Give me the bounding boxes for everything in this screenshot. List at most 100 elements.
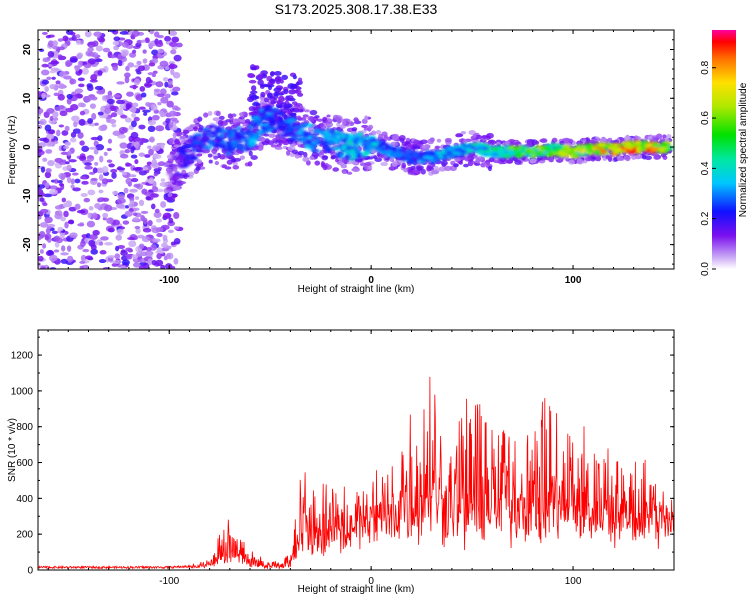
heatmap-cell	[82, 61, 88, 65]
heatmap-cell	[116, 203, 125, 209]
heatmap-cell	[181, 153, 190, 157]
heatmap-cell	[200, 149, 205, 154]
heatmap-cell	[126, 91, 134, 97]
heatmap-cell	[90, 248, 98, 255]
heatmap-cell	[152, 153, 162, 160]
heatmap-cell	[49, 83, 56, 90]
heatmap-cell	[138, 243, 145, 249]
heatmap-cell	[182, 163, 189, 169]
heatmap-cell	[133, 116, 140, 122]
heatmap-cell	[115, 234, 122, 241]
heatmap-cell	[529, 158, 537, 164]
heatmap-cell	[584, 143, 594, 148]
heatmap-cell	[44, 171, 52, 179]
heatmap-cell	[305, 132, 312, 136]
heatmap-cell	[164, 93, 171, 99]
heatmap-cell	[159, 88, 167, 96]
heatmap-cell	[48, 185, 58, 190]
snr-y-tick-label-1: 200	[16, 530, 33, 541]
heatmap-cell	[109, 54, 117, 59]
spectrogram-y-tick-label-0: -20	[22, 237, 33, 252]
heatmap-cell	[336, 117, 342, 124]
heatmap-cell	[141, 236, 151, 243]
heatmap-cell	[195, 166, 201, 171]
heatmap-cell	[168, 61, 176, 65]
heatmap-cell	[186, 156, 194, 161]
heatmap-cell	[133, 207, 140, 211]
heatmap-cell	[586, 139, 592, 144]
heatmap-cell	[66, 255, 74, 263]
heatmap-cell	[130, 177, 139, 183]
heatmap-cell	[100, 236, 109, 241]
heatmap-cell	[273, 91, 280, 97]
heatmap-cell	[61, 130, 69, 136]
heatmap-cell	[152, 114, 160, 121]
heatmap-cell	[62, 35, 69, 42]
heatmap-cell	[213, 156, 218, 160]
snr-y-tick-label-4: 800	[16, 422, 33, 433]
heatmap-cell	[367, 124, 374, 130]
heatmap-cell	[133, 141, 140, 149]
heatmap-cell	[74, 203, 81, 210]
heatmap-cell	[59, 70, 66, 78]
heatmap-cell	[601, 137, 607, 144]
heatmap-cell	[303, 109, 310, 113]
heatmap-cell	[341, 144, 347, 149]
heatmap-cell	[259, 137, 266, 142]
heatmap-cell	[184, 139, 194, 143]
heatmap-cell	[262, 107, 268, 112]
heatmap-cell	[644, 155, 652, 161]
heatmap-cell	[97, 198, 104, 203]
heatmap-cell	[353, 136, 360, 142]
heatmap-cell	[252, 134, 261, 140]
heatmap-cell	[470, 143, 479, 147]
heatmap-cell	[85, 50, 94, 57]
heatmap-cell	[140, 39, 146, 43]
heatmap-cell	[38, 124, 43, 130]
heatmap-cell	[167, 79, 173, 86]
heatmap-cell	[144, 154, 151, 158]
heatmap-cell	[96, 182, 102, 188]
heatmap-cell	[234, 118, 239, 124]
heatmap-cell	[155, 218, 163, 223]
heatmap-cell	[250, 122, 259, 128]
heatmap-cell	[499, 151, 506, 156]
heatmap-cell	[155, 226, 164, 233]
heatmap-cell	[38, 107, 44, 115]
heatmap-cell	[280, 102, 288, 108]
heatmap-cell	[442, 154, 448, 158]
heatmap-cell	[39, 249, 44, 254]
heatmap-cell	[133, 78, 141, 86]
heatmap-cell	[354, 133, 361, 137]
heatmap-cell	[132, 167, 141, 171]
heatmap-cell	[286, 95, 294, 101]
heatmap-cell	[57, 54, 63, 61]
heatmap-cell	[203, 112, 209, 118]
heatmap-cell	[107, 255, 115, 259]
heatmap-cell	[104, 241, 114, 246]
heatmap-cell	[353, 120, 362, 125]
heatmap-cell	[108, 119, 117, 124]
heatmap-cell	[580, 149, 585, 154]
heatmap-cell	[515, 146, 522, 151]
heatmap-cell	[53, 178, 59, 184]
heatmap-cell	[55, 80, 61, 85]
heatmap-cell	[129, 107, 136, 113]
heatmap-cell	[79, 265, 85, 269]
heatmap-cell	[117, 59, 123, 67]
heatmap-cell	[46, 76, 52, 81]
heatmap-cell	[120, 265, 127, 269]
heatmap-cell	[257, 73, 263, 80]
heatmap-cell	[75, 39, 81, 45]
heatmap-cell	[202, 131, 207, 135]
heatmap-cell	[156, 232, 163, 238]
heatmap-cell	[61, 197, 67, 203]
heatmap-cell	[296, 140, 303, 145]
snr-frame	[37, 329, 675, 571]
heatmap-cell	[325, 118, 333, 124]
heatmap-cell	[261, 117, 270, 121]
heatmap-cell	[514, 154, 522, 158]
spectrogram-y-tick-label-2: 0	[22, 144, 33, 150]
heatmap-cell	[608, 142, 615, 148]
heatmap-cell	[180, 181, 187, 185]
